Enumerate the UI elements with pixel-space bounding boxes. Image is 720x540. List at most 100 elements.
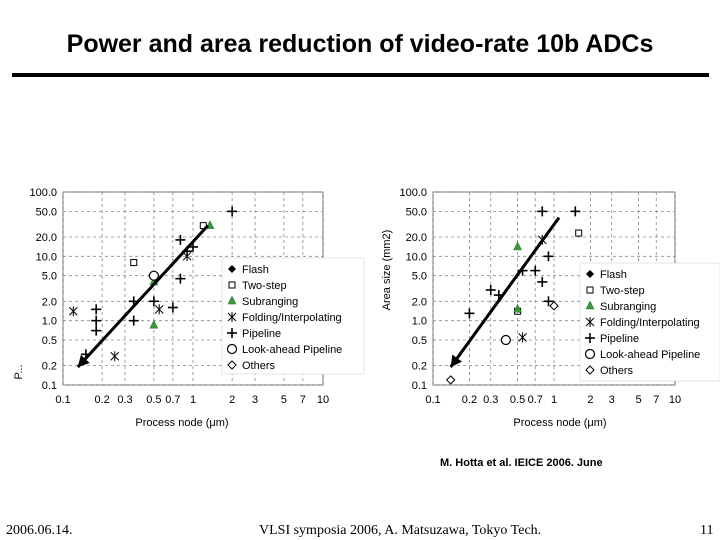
legend-marker [586, 286, 594, 294]
legend-box [221, 257, 365, 375]
data-point [130, 259, 138, 267]
x-tick-label: 5 [281, 394, 287, 406]
data-point [518, 332, 527, 343]
data-point [537, 206, 548, 217]
series-look-ahead-pipeline [148, 270, 159, 281]
legend-label: Pipeline [242, 328, 281, 340]
data-point [464, 308, 475, 319]
data-point [148, 296, 159, 307]
x-tick-label: 1 [551, 394, 557, 406]
legend-label: Flash [600, 269, 627, 281]
legend-marker [584, 348, 596, 360]
y-tick-label: 50.0 [406, 206, 427, 218]
x-tick-label: 7 [300, 394, 306, 406]
legend-marker [227, 328, 237, 338]
x-tick-label: 0.3 [117, 394, 132, 406]
charts-area: 0.1 0.2 0.3 0.5 0.7 1 2 3 5 7 10100.050.020.010.05… [13, 187, 720, 429]
data-point [91, 304, 102, 315]
legend-marker [226, 343, 238, 355]
citation: M. Hotta et al. IEICE 2006. June [440, 457, 603, 469]
y-tick-label: 20.0 [36, 232, 57, 244]
y-tick-label: 0.5 [42, 335, 57, 347]
x-tick-label: 0.1 [55, 394, 70, 406]
data-point [128, 315, 139, 326]
data-point [227, 206, 238, 217]
y-tick-label: 0.1 [42, 380, 57, 392]
x-tick-label: 0.2 [462, 394, 477, 406]
legend-label: Pipeline [600, 333, 639, 345]
trend-arrow-line [76, 224, 209, 369]
x-tick-label: 0.3 [483, 394, 498, 406]
y-tick-label: 100.0 [399, 187, 427, 199]
data-point [513, 303, 522, 313]
data-point [148, 270, 159, 281]
y-tick-label: 1.0 [412, 316, 427, 328]
x-tick-label: 3 [609, 394, 615, 406]
data-point [549, 301, 559, 311]
legend-label: Two-step [242, 280, 287, 292]
data-point [537, 276, 548, 287]
legend-label: Flash [242, 264, 269, 276]
x-tick-label: 0.7 [165, 394, 180, 406]
y-tick-label: 0.2 [42, 361, 57, 373]
series-pipeline [464, 206, 581, 319]
legend-box [579, 262, 720, 382]
x-tick-label: 10 [317, 394, 329, 406]
x-tick-label: 2 [587, 394, 593, 406]
x-tick-label: 7 [653, 394, 659, 406]
x-tick-label: 0.1 [425, 394, 440, 406]
x-tick-label: 1 [190, 394, 196, 406]
y-tick-label: 2.0 [42, 296, 57, 308]
y-tick-label: 0.1 [412, 380, 427, 392]
data-point [530, 265, 541, 276]
x-tick-label: 3 [252, 394, 258, 406]
y-tick-label: 10.0 [36, 251, 57, 263]
y-tick-label: 5.0 [42, 271, 57, 283]
y-tick-label: 20.0 [406, 232, 427, 244]
legend-label: Subranging [600, 301, 656, 313]
trend-arrow-head [450, 354, 462, 368]
legend-label: Look-ahead Pipeline [242, 344, 342, 356]
x-tick-label: 10 [669, 394, 681, 406]
trend-arrow-head [77, 354, 90, 368]
x-tick-label: 0.7 [528, 394, 543, 406]
legend-label: Others [242, 360, 276, 372]
data-point [110, 351, 120, 362]
legend: Flash Two-step Subranging Folding/Interpola… [579, 262, 720, 382]
x-tick-label: 0.5 [146, 394, 161, 406]
x-tick-label: 5 [636, 394, 642, 406]
legend-marker [586, 270, 594, 278]
legend-label: Subranging [242, 296, 298, 308]
y-tick-label: 100.0 [29, 187, 57, 199]
legend-label: Folding/Interpolating [600, 317, 700, 329]
y-tick-label: 10.0 [406, 251, 427, 263]
title-underline [12, 73, 709, 77]
legend-marker [585, 333, 595, 343]
data-point [175, 273, 186, 284]
legend-marker [227, 312, 237, 322]
chart-2: 0.1 0.2 0.3 0.5 0.7 1 2 3 5 7 10100.050.020.010.05… [381, 187, 720, 429]
x-tick-label: 2 [229, 394, 235, 406]
y-tick-label: 0.5 [412, 335, 427, 347]
data-point [91, 315, 102, 326]
legend-label: Two-step [600, 285, 645, 297]
chart-1: 0.1 0.2 0.3 0.5 0.7 1 2 3 5 7 10 100.0 50.0 20.0 10.0 5… [13, 187, 365, 429]
series-subranging [513, 241, 522, 313]
trend-arrow-line [449, 216, 561, 368]
data-point [68, 306, 78, 317]
legend-marker [585, 317, 595, 327]
y-tick-label: 5.0 [412, 271, 427, 283]
series-look-ahead-pipeline [500, 334, 511, 346]
legend: Flash Two-step Subranging Folding/Interpola… [221, 257, 365, 375]
legend-marker [227, 360, 237, 370]
y-tick-label: 1.0 [42, 316, 57, 328]
data-point [445, 375, 456, 385]
x-tick-label: 0.5 [510, 394, 525, 406]
data-point [500, 334, 511, 346]
legend-marker [228, 265, 236, 273]
legend-marker [585, 300, 595, 310]
page-number: 11 [700, 523, 714, 538]
legend-marker [585, 365, 595, 375]
legend-label: Others [600, 365, 634, 377]
data-point [167, 302, 178, 313]
